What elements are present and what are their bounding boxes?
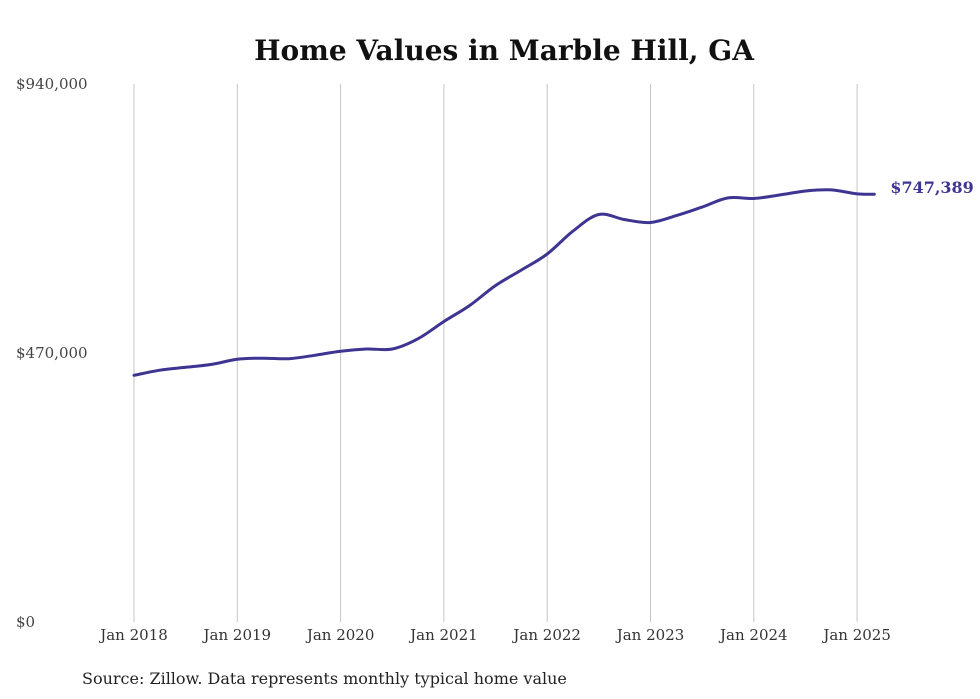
x-tick-label: Jan 2025	[821, 626, 891, 644]
y-tick-label: $0	[16, 613, 35, 631]
y-tick-label: $940,000	[16, 75, 88, 93]
y-tick-label: $470,000	[16, 344, 88, 362]
y-axis: $0 $470,000 $940,000	[16, 75, 88, 631]
x-tick-label: Jan 2021	[408, 626, 478, 644]
chart-title: Home Values in Marble Hill, GA	[254, 34, 755, 67]
x-tick-label: Jan 2022	[511, 626, 581, 644]
x-tick-label: Jan 2018	[98, 626, 168, 644]
x-tick-label: Jan 2020	[305, 626, 375, 644]
x-tick-label: Jan 2023	[615, 626, 685, 644]
series-layer	[132, 188, 876, 377]
end-value-label: $747,389	[890, 178, 974, 197]
x-axis: Jan 2018 Jan 2019 Jan 2020 Jan 2021 Jan 2022…	[98, 626, 891, 644]
grid-lines	[133, 84, 858, 622]
source-note: Source: Zillow. Data represents monthly …	[82, 669, 567, 688]
x-tick-label: Jan 2019	[202, 626, 272, 644]
series-line	[132, 188, 876, 377]
x-tick-label: Jan 2024	[718, 626, 788, 644]
